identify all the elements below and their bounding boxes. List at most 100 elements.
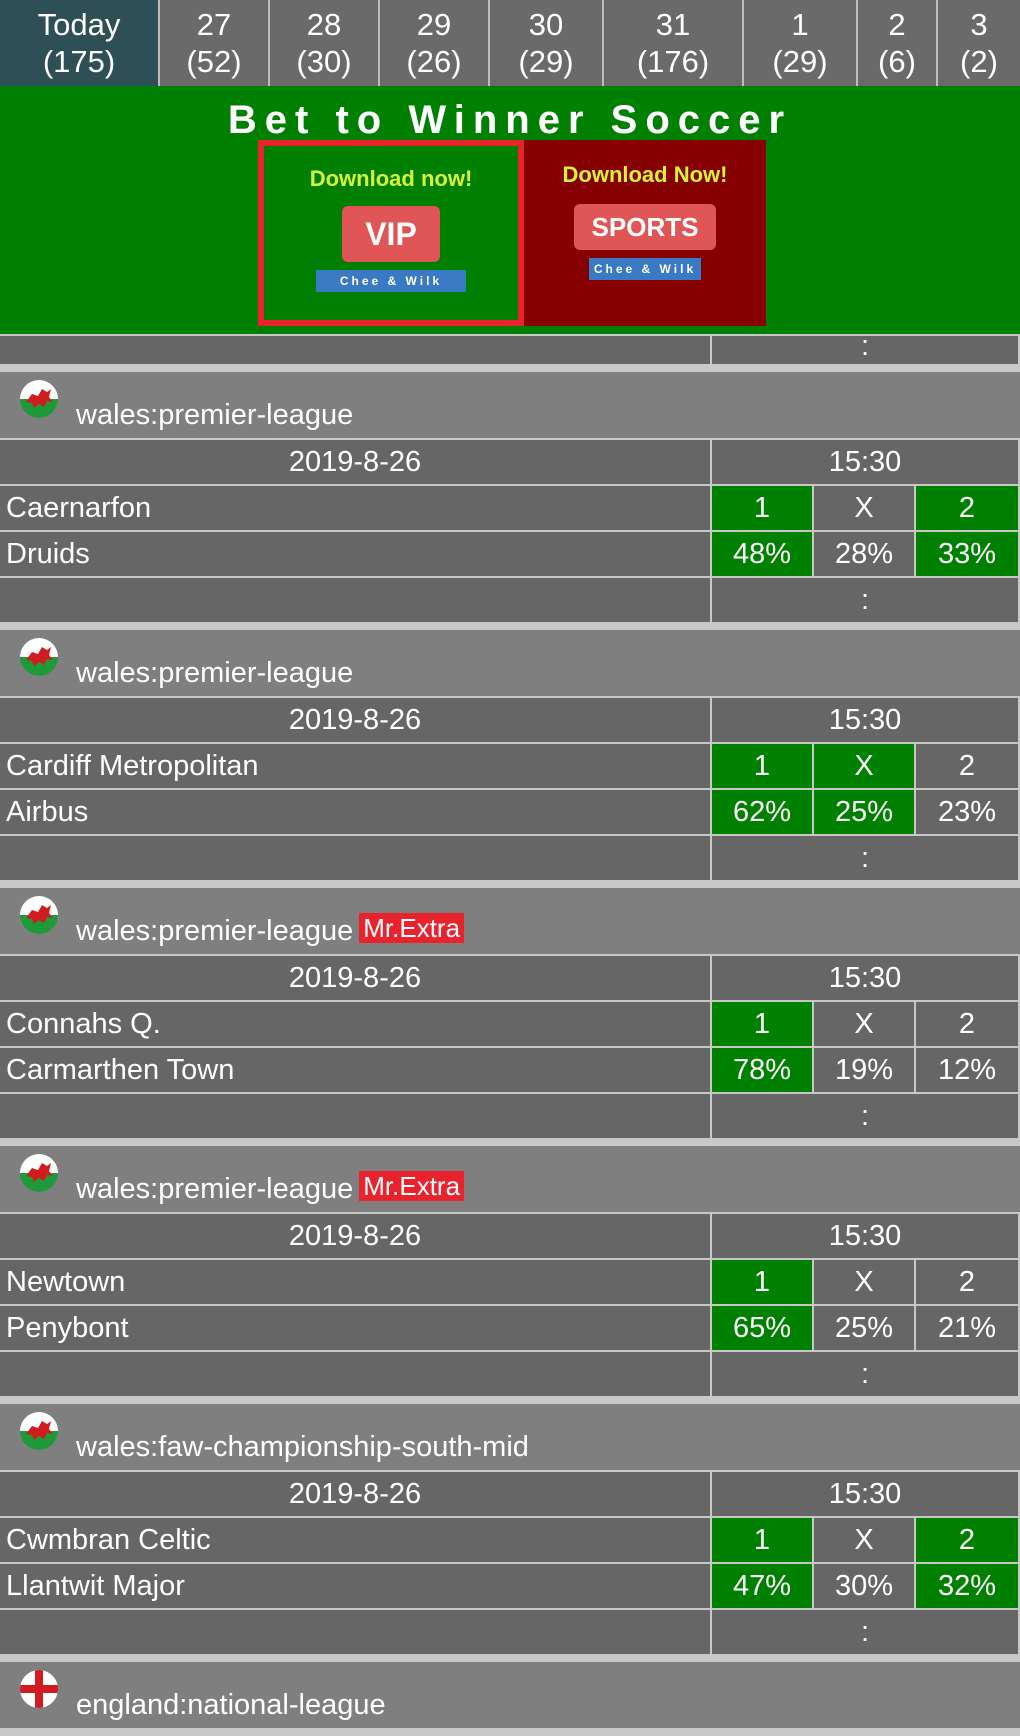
mr-extra-badge[interactable]: Mr.Extra (359, 913, 465, 943)
score-spacer (0, 1352, 712, 1396)
promo-banner: Bet to Winner Soccer Download now! VIP C… (0, 86, 1020, 334)
date-tab-29[interactable]: 29 (26) (380, 0, 490, 86)
score-spacer (0, 578, 712, 622)
home-team[interactable]: Connahs Q. (0, 1002, 712, 1046)
home-team-row[interactable]: Cwmbran Celtic 1 X 2 (0, 1518, 1020, 1562)
outcome-label-2: 2 (916, 1260, 1018, 1304)
score-row: : (0, 1352, 1020, 1396)
banner-title: Bet to Winner Soccer (227, 98, 793, 142)
away-team[interactable]: Llantwit Major (0, 1564, 712, 1608)
score-row: : (0, 332, 1020, 364)
score-row: : (0, 1610, 1020, 1654)
outcome-pct-1: 47% (712, 1564, 814, 1608)
date-time-row: 2019-8-26 15:30 (0, 1472, 1020, 1516)
league-header: wales:premier-league Mr.Extra (0, 1146, 1020, 1212)
score-spacer (0, 1610, 712, 1654)
match-time: 15:30 (712, 698, 1018, 742)
league-name[interactable]: wales:premier-league Mr.Extra (76, 1171, 465, 1206)
away-team[interactable]: Carmarthen Town (0, 1048, 712, 1092)
date-tab-31[interactable]: 31 (176) (604, 0, 744, 86)
outcome-label-1: 1 (712, 1518, 814, 1562)
outcome-label-x: X (814, 486, 916, 530)
league-name[interactable]: wales:premier-league Mr.Extra (76, 913, 465, 948)
away-team-row[interactable]: Llantwit Major 47% 30% 32% (0, 1564, 1020, 1608)
sports-sub-label: Chee & Wilk (589, 258, 701, 280)
date-tab-2[interactable]: 2 (6) (858, 0, 938, 86)
outcome-pct-2: 12% (916, 1048, 1018, 1092)
date-tabs: Today (175) 27 (52) 28 (30) 29 (26) 30 (29) 31 (176… (0, 0, 1020, 86)
tab-count: (26) (406, 44, 462, 79)
tab-day: 3 (970, 7, 988, 42)
league-name[interactable]: wales:faw-championship-south-mid (76, 1430, 529, 1464)
home-team[interactable]: Cwmbran Celtic (0, 1518, 712, 1562)
tab-count: (6) (878, 44, 916, 79)
tab-count: (29) (518, 44, 574, 79)
outcome-label-1: 1 (712, 1002, 814, 1046)
away-team-row[interactable]: Carmarthen Town 78% 19% 12% (0, 1048, 1020, 1092)
league-name-text: wales:premier-league (76, 657, 354, 689)
league-name-text: wales:faw-championship-south-mid (76, 1431, 529, 1463)
score-spacer (0, 1094, 712, 1138)
tab-count: (52) (186, 44, 242, 79)
outcome-label-1: 1 (712, 486, 814, 530)
score-value: : (712, 836, 1018, 880)
date-tab-30[interactable]: 30 (29) (490, 0, 604, 86)
away-team-row[interactable]: Airbus 62% 25% 23% (0, 790, 1020, 834)
mr-extra-badge[interactable]: Mr.Extra (359, 1171, 465, 1201)
match-time: 15:30 (712, 440, 1018, 484)
home-team[interactable]: Newtown (0, 1260, 712, 1304)
date-tab-28[interactable]: 28 (30) (270, 0, 380, 86)
tab-count: (2) (960, 44, 998, 79)
league-name[interactable]: england:national-league (76, 1689, 386, 1721)
outcome-pct-2: 21% (916, 1306, 1018, 1350)
league-name-text: wales:premier-league (76, 1173, 354, 1205)
league-header: wales:premier-league Mr.Extra (0, 888, 1020, 954)
away-team-row[interactable]: Druids 48% 28% 33% (0, 532, 1020, 576)
tab-day: Today (37, 7, 121, 42)
league-name[interactable]: wales:premier-league (76, 398, 353, 432)
tab-day: 29 (416, 7, 452, 42)
outcome-percentages: 62% 25% 23% (712, 790, 1018, 834)
home-team-row[interactable]: Cardiff Metropolitan 1 X 2 (0, 744, 1020, 788)
outcome-pct-x: 25% (814, 1306, 916, 1350)
sports-promo[interactable]: Download Now! SPORTS Chee & Wilk (524, 140, 766, 326)
outcome-label-x: X (814, 744, 916, 788)
outcome-pct-x: 19% (814, 1048, 916, 1092)
home-team-row[interactable]: Caernarfon 1 X 2 (0, 486, 1020, 530)
vip-promo[interactable]: Download now! VIP Chee & Wilk (258, 140, 524, 326)
tab-day: 2 (888, 7, 906, 42)
away-team[interactable]: Airbus (0, 790, 712, 834)
home-team[interactable]: Caernarfon (0, 486, 712, 530)
away-team[interactable]: Penybont (0, 1306, 712, 1350)
score-spacer (0, 836, 712, 880)
score-row: : (0, 836, 1020, 880)
home-team-row[interactable]: Newtown 1 X 2 (0, 1260, 1020, 1304)
away-team[interactable]: Druids (0, 532, 712, 576)
date-tab-1[interactable]: 1 (29) (744, 0, 858, 86)
tab-day: 31 (655, 7, 691, 42)
home-team-row[interactable]: Connahs Q. 1 X 2 (0, 1002, 1020, 1046)
score-value: : (712, 1352, 1018, 1396)
date-tab-27[interactable]: 27 (52) (160, 0, 270, 86)
league-name[interactable]: wales:premier-league (76, 656, 353, 690)
league-header: wales:premier-league (0, 372, 1020, 438)
outcome-percentages: 65% 25% 21% (712, 1306, 1018, 1350)
tab-day: 28 (306, 7, 342, 42)
home-team[interactable]: Cardiff Metropolitan (0, 744, 712, 788)
outcome-percentages: 78% 19% 12% (712, 1048, 1018, 1092)
date-tab-today[interactable]: Today (175) (0, 0, 160, 86)
away-team-row[interactable]: Penybont 65% 25% 21% (0, 1306, 1020, 1350)
vip-sub-label: Chee & Wilk (316, 270, 466, 292)
tab-count: (176) (636, 44, 710, 79)
match-date: 2019-8-26 (0, 440, 712, 484)
date-tab-3[interactable]: 3 (2) (938, 0, 1020, 86)
score-value: : (712, 1610, 1018, 1654)
wales-flag-icon (20, 638, 58, 676)
wales-flag-icon (20, 1154, 58, 1192)
vip-button[interactable]: VIP (342, 206, 440, 262)
outcome-percentages: 47% 30% 32% (712, 1564, 1018, 1608)
sports-button[interactable]: SPORTS (574, 204, 716, 250)
outcome-label-2: 2 (916, 1518, 1018, 1562)
